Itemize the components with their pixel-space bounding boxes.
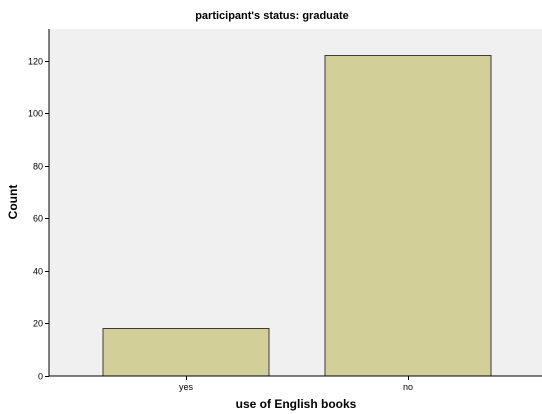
- x-axis-ticks: yes no: [179, 376, 413, 392]
- y-tick-label-100: 100: [28, 109, 43, 119]
- y-axis-ticks: 0 20 40 60 80 100 120: [28, 57, 49, 382]
- y-tick-label-80: 80: [33, 162, 43, 172]
- x-tick-label-yes: yes: [179, 382, 194, 392]
- y-tick-label-60: 60: [33, 214, 43, 224]
- y-tick-label-120: 120: [28, 57, 43, 67]
- x-axis-label: use of English books: [236, 397, 357, 411]
- bar-yes: [102, 328, 270, 377]
- y-tick-label-0: 0: [38, 372, 43, 382]
- y-tick-label-40: 40: [33, 267, 43, 277]
- y-axis-label: Count: [6, 185, 20, 220]
- y-tick-label-20: 20: [33, 319, 43, 329]
- chart-title: participant's status: graduate: [195, 10, 349, 22]
- x-tick-label-no: no: [403, 382, 413, 392]
- bar-no: [324, 54, 492, 377]
- bars-layer: [102, 54, 492, 377]
